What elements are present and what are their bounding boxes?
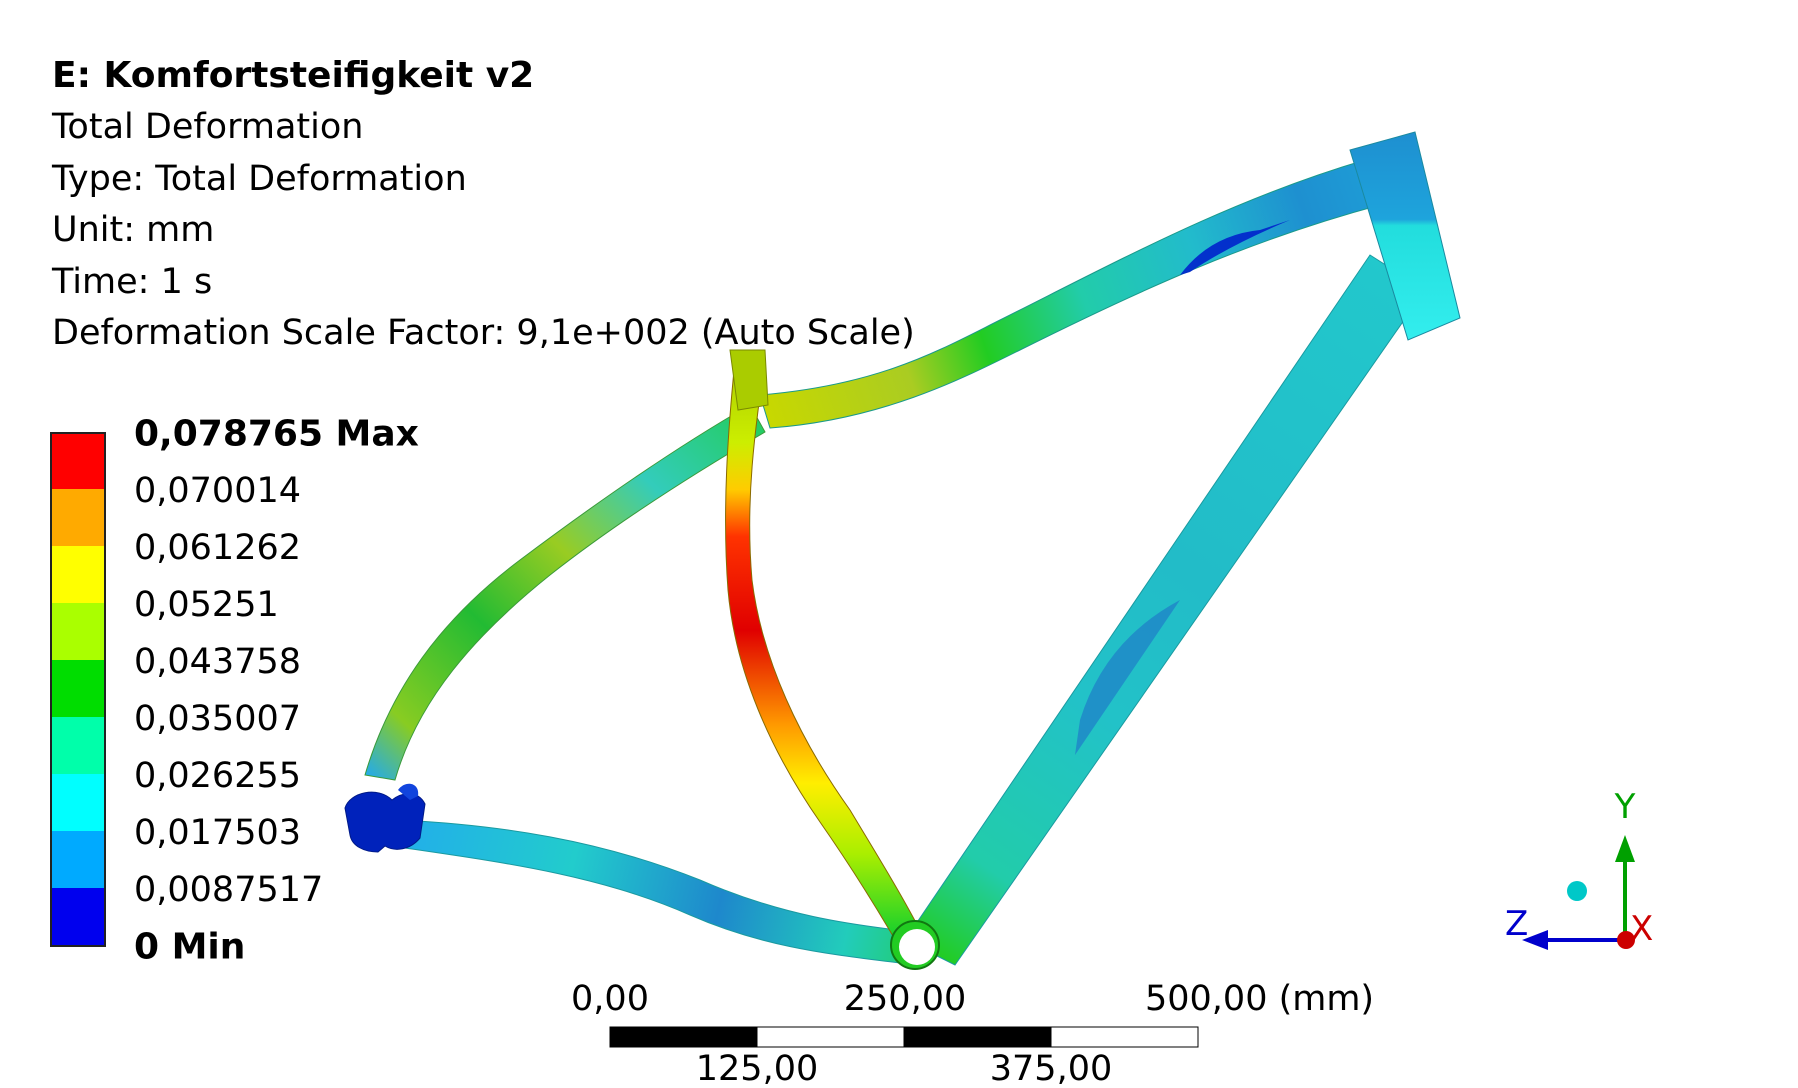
scale-seg-3: [903, 1026, 1052, 1048]
down-tube-contour: [1075, 600, 1180, 755]
seat-post[interactable]: [729, 349, 769, 411]
legend-swatch-6: [50, 774, 106, 831]
legend-label-min: 0 Min: [134, 926, 246, 968]
seat-tube[interactable]: [725, 359, 926, 949]
scale-seg-4: [1050, 1026, 1199, 1048]
result-unit: Unit: mm: [52, 210, 215, 250]
scale-label-0: 0,00: [571, 979, 649, 1019]
result-type: Type: Total Deformation: [52, 158, 467, 199]
result-title: E: Komfortsteifigkeit v2: [52, 55, 535, 96]
z-axis-arrow-icon: [1522, 930, 1548, 950]
legend-label-2: 0,061262: [134, 528, 302, 568]
dropout-hook: [398, 783, 419, 800]
legend-swatch-4: [50, 660, 106, 717]
scale-label-125: 125,00: [696, 1049, 818, 1088]
result-name: Total Deformation: [52, 107, 364, 147]
isometric-view-ball-icon[interactable]: [1567, 881, 1587, 901]
bottom-bracket-bore: [899, 929, 935, 965]
legend-swatch-5: [50, 717, 106, 774]
legend-label-8: 0,0087517: [134, 870, 324, 910]
scale-bar: 0,00 250,00 500,00 (mm) 125,00 375,00: [571, 979, 1374, 1088]
scale-seg-2: [756, 1026, 905, 1048]
legend-label-1: 0,070014: [134, 471, 302, 511]
result-time: Time: 1 s: [52, 261, 213, 302]
top-tube-contour: [1180, 220, 1290, 275]
coordinate-triad[interactable]: Y Z X: [1505, 787, 1653, 950]
scale-seg-1: [609, 1026, 758, 1048]
legend-swatch-8: [50, 888, 106, 947]
x-axis-dot-icon: [1617, 931, 1635, 949]
legend-label-5: 0,035007: [134, 699, 302, 739]
legend-swatch-1: [50, 489, 106, 546]
scale-label-375: 375,00: [990, 1049, 1112, 1088]
result-info: E: Komfortsteifigkeit v2 Total Deformati…: [52, 50, 915, 360]
bike-frame-model[interactable]: [344, 131, 1461, 970]
rear-dropout[interactable]: [344, 791, 426, 853]
result-scale-factor: Deformation Scale Factor: 9,1e+002 (Auto…: [52, 313, 915, 353]
legend-swatch-7: [50, 831, 106, 888]
legend-label-max: 0,078765 Max: [134, 413, 419, 455]
legend-swatch-3: [50, 603, 106, 660]
scale-label-250: 250,00: [844, 979, 966, 1019]
y-axis-label: Y: [1614, 787, 1636, 827]
y-axis-arrow-icon: [1615, 835, 1635, 862]
legend-label-6: 0,026255: [134, 756, 302, 796]
legend-label-3: 0,05251: [134, 585, 279, 625]
x-axis-label: X: [1630, 909, 1653, 949]
legend-label-7: 0,017503: [134, 813, 302, 853]
seat-stay[interactable]: [364, 404, 766, 781]
legend-swatch-2: [50, 546, 106, 603]
legend-swatch-0: [50, 432, 106, 491]
scale-label-500: 500,00 (mm): [1145, 979, 1374, 1019]
head-tube[interactable]: [1349, 131, 1461, 341]
legend-label-4: 0,043758: [134, 642, 302, 682]
z-axis-label: Z: [1505, 904, 1528, 944]
